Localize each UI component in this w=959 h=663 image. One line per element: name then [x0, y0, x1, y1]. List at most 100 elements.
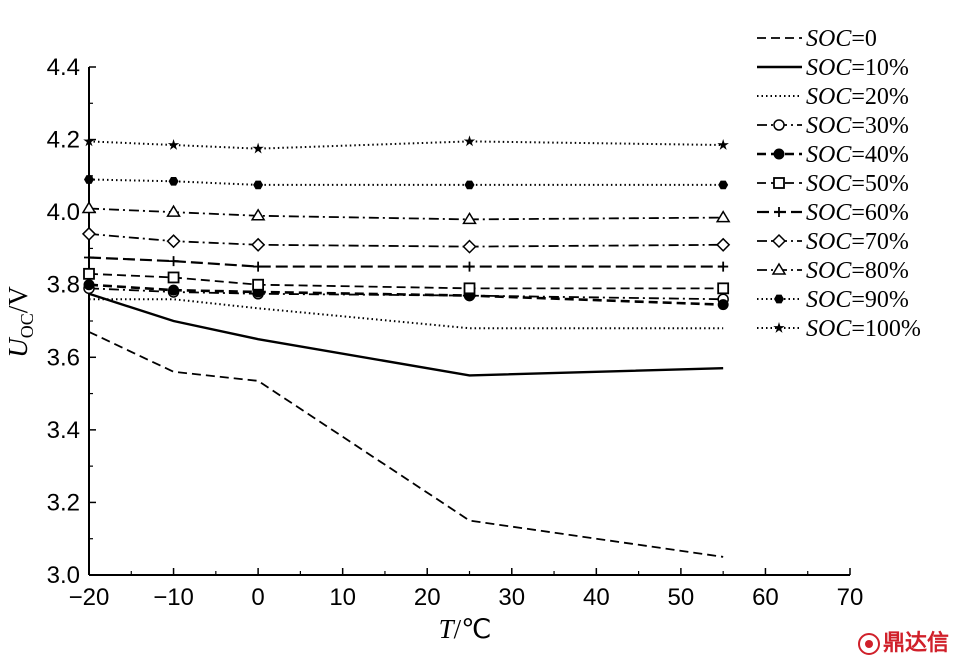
- series-group: [81, 135, 731, 558]
- data-point: [718, 180, 729, 190]
- legend-label-var: SOC: [806, 258, 852, 284]
- legend-label: SOC=0: [806, 26, 877, 52]
- data-point: [81, 226, 97, 241]
- series-0: [88, 331, 724, 558]
- data-point: [462, 211, 477, 225]
- x-tick-label: 30: [498, 584, 525, 611]
- data-point: [463, 282, 476, 295]
- data-point: [83, 267, 95, 280]
- legend-item: SOC=20%: [757, 84, 909, 110]
- x-tick-label: 40: [583, 584, 610, 611]
- series-line: [88, 287, 724, 301]
- series-6: [84, 252, 729, 272]
- y-tick-label: 3.0: [47, 562, 80, 589]
- legend-label-value: =0: [851, 26, 877, 52]
- y-tick-label: 4.2: [47, 127, 80, 154]
- legend-swatch-marker: [774, 294, 784, 304]
- legend-label-value: =60%: [851, 200, 909, 226]
- legend-item: SOC=10%: [757, 55, 909, 81]
- legend-label: SOC=20%: [806, 84, 909, 110]
- legend-label-value: =90%: [851, 287, 909, 313]
- legend-swatch-marker: [771, 233, 787, 249]
- legend-label-value: =70%: [851, 229, 909, 255]
- legend-item: SOC=70%: [757, 229, 909, 255]
- data-point: [252, 278, 265, 291]
- series-line: [88, 272, 724, 290]
- legend-swatch-marker: [771, 262, 787, 275]
- legend-swatch-marker: [773, 119, 785, 131]
- legend-label-value: =80%: [851, 258, 909, 284]
- data-point: [253, 261, 264, 272]
- data-point: [717, 282, 730, 295]
- data-point: [168, 284, 180, 296]
- legend-item: SOC=90%: [757, 287, 909, 313]
- legend-label: SOC=40%: [806, 142, 909, 168]
- data-point: [253, 180, 264, 190]
- series-line: [88, 178, 724, 186]
- data-point: [717, 139, 729, 150]
- series-line: [88, 233, 724, 248]
- legend-label: SOC=30%: [806, 113, 909, 139]
- legend-label-var: SOC: [806, 84, 852, 110]
- x-axis-title-unit: /℃: [454, 614, 492, 644]
- legend-label-value: =100%: [851, 316, 921, 342]
- data-point: [464, 180, 475, 190]
- legend-label-value: =10%: [851, 55, 909, 81]
- data-point: [83, 135, 95, 147]
- data-point: [717, 299, 729, 311]
- x-tick-label: 20: [414, 584, 441, 611]
- legend-label-var: SOC: [806, 113, 852, 139]
- series-4: [83, 279, 729, 311]
- data-point: [716, 237, 731, 252]
- series-line: [88, 256, 724, 268]
- series-9: [84, 175, 729, 190]
- legend-item: SOC=40%: [757, 142, 909, 168]
- x-axis-title: T/℃: [439, 614, 492, 644]
- data-point: [166, 204, 181, 217]
- legend-item: SOC=100%: [757, 316, 921, 342]
- series-3: [83, 282, 729, 305]
- watermark-logo-icon: [857, 633, 880, 655]
- data-point: [84, 175, 94, 184]
- legend-label: SOC=60%: [806, 200, 909, 226]
- legend-label: SOC=50%: [806, 171, 909, 197]
- legend-label-value: =40%: [851, 142, 909, 168]
- y-axis-title-sub: OC: [17, 313, 37, 338]
- watermark-text: 鼎达信: [882, 631, 949, 656]
- legend-label: SOC=10%: [806, 55, 909, 81]
- data-point: [167, 139, 180, 150]
- legend-item: SOC=30%: [757, 113, 909, 139]
- legend-item: SOC=60%: [757, 200, 909, 226]
- x-tick-label: −20: [69, 584, 110, 611]
- x-axis-ticks: −20 −10 0 10 20 30 40 50 60 70: [69, 568, 863, 611]
- legend-label-var: SOC: [806, 55, 852, 81]
- series-5: [83, 267, 730, 295]
- series-line: [88, 331, 724, 558]
- y-tick-label: 4.0: [47, 199, 80, 226]
- data-point: [83, 279, 95, 291]
- data-point: [463, 135, 476, 147]
- y-tick-label: 3.2: [47, 489, 80, 516]
- legend-label-value: =30%: [851, 113, 909, 139]
- y-axis-title-var: U: [3, 337, 33, 358]
- legend-label: SOC=80%: [806, 258, 909, 284]
- data-point: [718, 261, 729, 272]
- legend-label-var: SOC: [806, 200, 852, 226]
- y-axis-title-unit: /V: [3, 286, 33, 314]
- data-point: [168, 176, 179, 186]
- legend: SOC=0SOC=10%SOC=20%SOC=30%SOC=40%SOC=50%…: [757, 26, 921, 342]
- data-point: [252, 142, 264, 154]
- legend-swatch-marker: [774, 207, 784, 217]
- x-tick-label: 0: [251, 584, 264, 611]
- legend-label: SOC=90%: [806, 287, 909, 313]
- legend-label-value: =50%: [851, 171, 909, 197]
- data-point: [251, 237, 266, 252]
- y-tick-label: 3.4: [47, 417, 80, 444]
- x-tick-label: 10: [329, 584, 356, 611]
- series-line: [88, 140, 724, 150]
- series-8: [81, 201, 731, 225]
- legend-label-var: SOC: [806, 26, 852, 52]
- legend-label-var: SOC: [806, 229, 852, 255]
- legend-item: SOC=50%: [757, 171, 909, 197]
- data-point: [166, 234, 181, 249]
